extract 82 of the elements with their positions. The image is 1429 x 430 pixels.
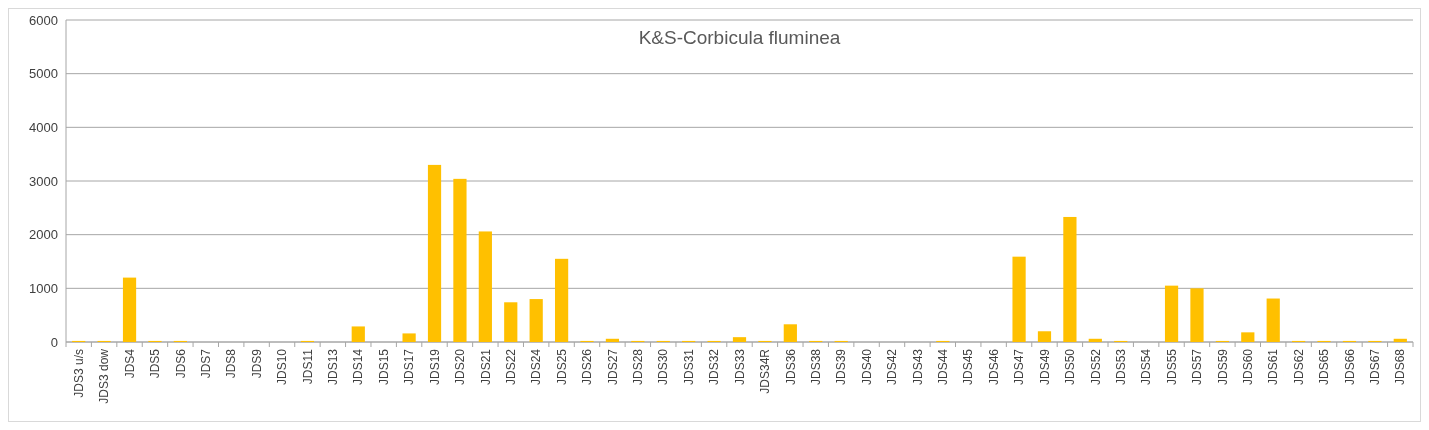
x-tick-label: JDS24 <box>529 348 544 386</box>
x-tick-label: JDS50 <box>1063 348 1078 386</box>
x-tick-label: JDS54 <box>1139 348 1154 386</box>
x-tick-label: JDS20 <box>453 348 468 386</box>
x-tick-label: JDS47 <box>1012 348 1027 386</box>
x-tick-label: JDS68 <box>1393 348 1408 386</box>
x-tick-label: JDS32 <box>707 348 722 386</box>
y-tick-label: 5000 <box>29 66 58 82</box>
bar <box>1037 331 1052 342</box>
bar <box>427 164 442 342</box>
x-tick-label: JDS55 <box>1164 348 1179 386</box>
x-tick-label: JDS38 <box>808 348 823 386</box>
bar <box>478 231 492 342</box>
x-tick-label: JDS34R <box>758 348 773 394</box>
x-tick-label: JDS15 <box>376 348 391 386</box>
x-tick-label: JDS39 <box>834 348 849 386</box>
y-tick-label: 1000 <box>29 280 58 296</box>
x-tick-label: JDS3 dow <box>97 348 112 404</box>
x-tick-label: JDS60 <box>1241 348 1255 386</box>
y-tick-label: 0 <box>50 334 58 350</box>
bar <box>554 258 569 342</box>
x-tick-label: JDS13 <box>326 348 341 386</box>
x-tick-label: JDS9 <box>249 348 264 379</box>
x-tick-label: JDS27 <box>605 348 620 386</box>
bar <box>1063 216 1077 342</box>
bar <box>122 277 137 342</box>
bar <box>529 299 543 342</box>
x-tick-label: JDS44 <box>936 348 951 386</box>
bar <box>732 337 747 342</box>
bar <box>402 333 416 342</box>
y-tick-label: 6000 <box>29 12 58 28</box>
x-tick-label: JDS53 <box>1113 348 1128 386</box>
x-tick-label: JDS26 <box>580 348 595 386</box>
y-tick-label: 2000 <box>29 227 58 243</box>
x-tick-label: JDS57 <box>1190 348 1205 386</box>
x-tick-label: JDS21 <box>478 348 493 386</box>
bar <box>504 302 518 342</box>
x-tick-label: JDS10 <box>275 348 290 386</box>
bar <box>1393 338 1407 342</box>
x-tick-label: JDS22 <box>503 348 518 386</box>
x-tick-label: JDS3 u/s <box>71 349 86 398</box>
x-tick-label: JDS36 <box>783 348 798 386</box>
x-tick-label: JDS45 <box>961 348 976 386</box>
x-tick-label: JDS46 <box>986 348 1001 386</box>
x-tick-label: JDS43 <box>910 348 925 386</box>
x-tick-label: JDS8 <box>224 348 239 379</box>
bar <box>783 324 797 342</box>
x-tick-label: JDS7 <box>198 348 213 379</box>
x-tick-label: JDS33 <box>732 348 747 386</box>
x-tick-label: JDS28 <box>631 348 646 386</box>
bar <box>1266 298 1280 342</box>
x-tick-label: JDS52 <box>1088 348 1103 386</box>
bar <box>1190 288 1204 342</box>
x-tick-label: JDS65 <box>1317 348 1332 386</box>
y-tick-label: 3000 <box>29 173 58 189</box>
bar <box>1088 338 1102 342</box>
x-tick-label: JDS59 <box>1215 348 1230 386</box>
x-tick-label: JDS66 <box>1342 348 1357 386</box>
x-tick-label: JDS61 <box>1266 348 1281 386</box>
bar <box>1241 332 1255 342</box>
bar <box>351 326 365 342</box>
chart-title: K&S-Corbicula fluminea <box>638 27 841 48</box>
x-tick-label: JDS6 <box>173 348 188 379</box>
x-tick-label: JDS17 <box>402 348 417 386</box>
bar <box>605 338 620 342</box>
x-tick-label: JDS25 <box>554 348 569 386</box>
x-tick-label: JDS62 <box>1291 348 1306 386</box>
x-tick-label: JDS5 <box>148 348 163 379</box>
bar <box>1164 285 1179 342</box>
bar <box>1012 256 1026 342</box>
x-tick-label: JDS19 <box>427 348 442 386</box>
bar <box>453 178 467 342</box>
x-tick-label: JDS31 <box>681 348 696 386</box>
x-tick-label: JDS14 <box>351 348 366 386</box>
x-tick-label: JDS67 <box>1368 348 1383 386</box>
x-tick-label: JDS42 <box>885 348 900 386</box>
x-tick-label: JDS40 <box>859 348 874 386</box>
x-tick-label: JDS49 <box>1037 348 1052 386</box>
x-tick-label: JDS11 <box>300 348 315 385</box>
y-tick-label: 4000 <box>29 119 58 135</box>
x-tick-label: JDS4 <box>122 348 137 379</box>
x-tick-label: JDS30 <box>656 348 671 386</box>
